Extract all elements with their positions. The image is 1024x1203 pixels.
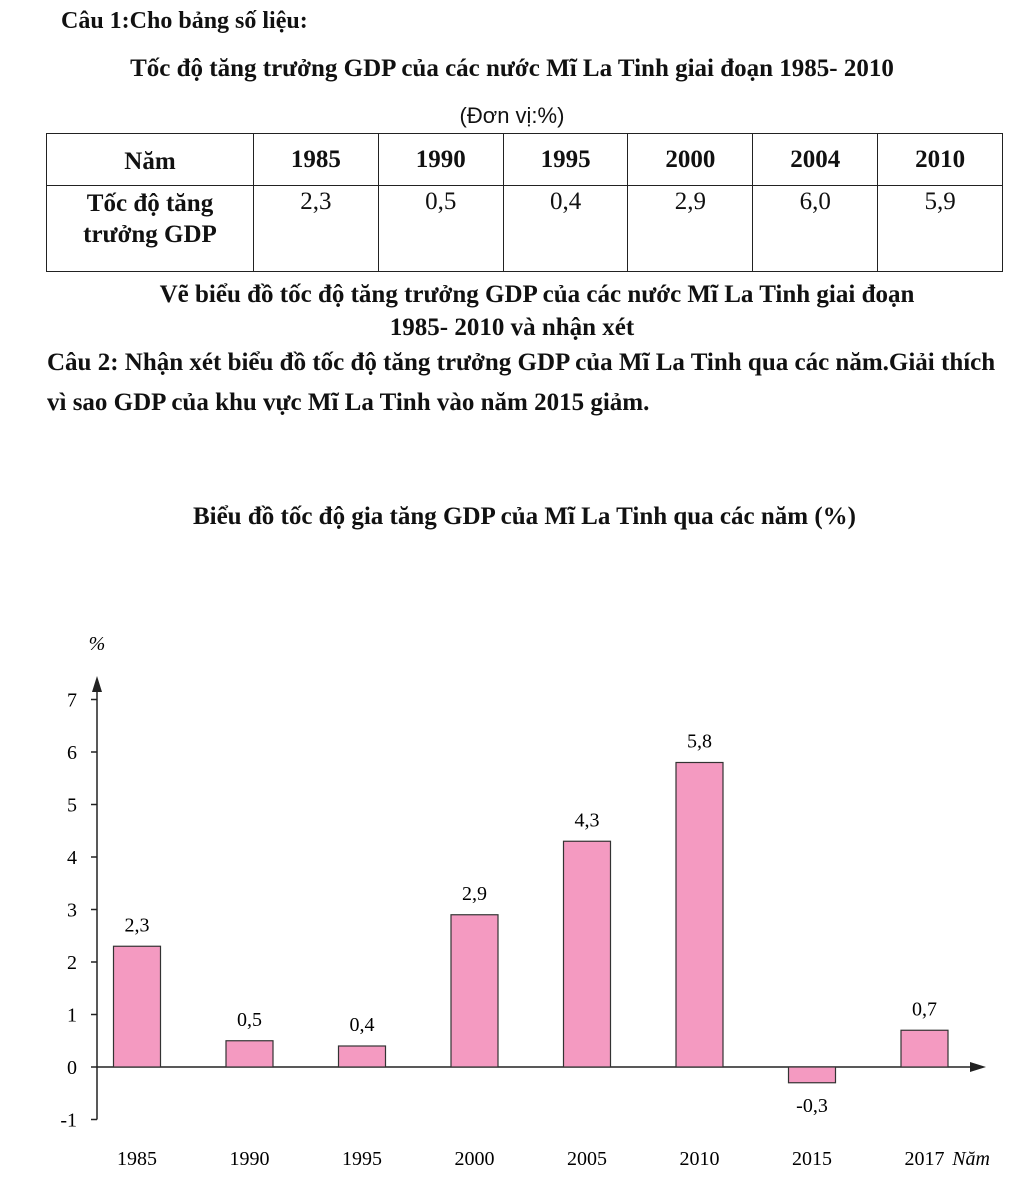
- bar-2005: [562, 840, 612, 1068]
- data-label: -0,3: [796, 1095, 828, 1117]
- table-value-cell: 0,5: [377, 185, 504, 272]
- data-label: 0,5: [237, 1009, 262, 1031]
- table-value-row: Tốc độ tăng trưởng GDP 2,3 0,5 0,4 2,9 6…: [46, 185, 1003, 272]
- table-value-cell: 2,9: [627, 185, 754, 272]
- table-value-cell: 0,4: [502, 185, 629, 272]
- row-label-line-2: trưởng GDP: [83, 221, 217, 248]
- x-tick-label: 1990: [230, 1148, 270, 1170]
- x-axis-arrow: [970, 1062, 986, 1072]
- y-tick-label: 4: [67, 847, 77, 869]
- x-axis-label: Năm: [951, 1148, 990, 1170]
- y-tick-label: 6: [67, 742, 77, 764]
- bar-1995: [337, 1045, 387, 1068]
- bar-1990: [225, 1040, 274, 1068]
- data-label: 0,7: [912, 998, 937, 1020]
- bar-2000: [450, 914, 499, 1068]
- x-tick-label: 2015: [792, 1148, 832, 1170]
- bar-2017: [900, 1029, 949, 1068]
- table-title: Tốc độ tăng trưởng GDP của các nước Mĩ L…: [130, 55, 894, 82]
- y-tick-label: -1: [60, 1110, 77, 1132]
- y-tick-label: 5: [67, 795, 77, 817]
- table-year-cell: 1990: [377, 133, 504, 186]
- unit-label: (Đơn vị:%): [459, 103, 565, 128]
- table-header-label: Năm: [46, 133, 254, 186]
- table-value-cell: 6,0: [752, 185, 879, 272]
- table-year-cell: 2000: [627, 133, 754, 186]
- x-tick-label: 2010: [680, 1148, 720, 1170]
- chart-title: Biểu đồ tốc độ gia tăng GDP của Mĩ La Ti…: [192, 503, 857, 530]
- y-axis-label: %: [89, 633, 106, 655]
- table-year-cell: 1995: [502, 133, 629, 186]
- question-1-heading: Câu 1:Cho bảng số liệu:: [61, 8, 308, 34]
- gdp-data-table: Năm 1985 1990 1995 2000 2004 2010 Tốc độ…: [46, 133, 1003, 272]
- x-tick-label: 2000: [455, 1148, 495, 1170]
- y-axis-arrow: [92, 676, 102, 692]
- data-label: 0,4: [350, 1014, 375, 1036]
- y-tick-label: 7: [67, 690, 77, 712]
- table-header-row: Năm 1985 1990 1995 2000 2004 2010: [46, 133, 1003, 186]
- x-tick-label: 1985: [117, 1148, 157, 1170]
- y-tick-label: 0: [67, 1057, 77, 1079]
- question-1-instruction: Vẽ biểu đồ tốc độ tăng trưởng GDP của cá…: [0, 278, 1024, 344]
- data-label: 2,9: [462, 883, 487, 905]
- y-tick-label: 2: [67, 952, 77, 974]
- table-value-cell: 2,3: [253, 185, 379, 272]
- x-tick-label: 2005: [567, 1148, 607, 1170]
- bar-2010: [675, 761, 724, 1068]
- gdp-bar-chart: % -1 0 1 2 3 4 5 6 7 2,3 1985 0,5 1990 0,4 1995 2,9 2000 4…: [60, 633, 990, 1170]
- bar-1985: [112, 945, 162, 1068]
- table-year-cell: 1985: [253, 133, 379, 186]
- x-tick-label: 1995: [342, 1148, 382, 1170]
- bar-2015: [787, 1066, 837, 1084]
- row-label-line-1: Tốc độ tăng: [86, 190, 214, 217]
- x-tick-label: 2017: [905, 1148, 945, 1170]
- data-label: 2,3: [125, 914, 150, 936]
- question-2-text: Câu 2: Nhận xét biểu đồ tốc độ tăng trưở…: [47, 349, 996, 416]
- y-tick-label: 1: [67, 1005, 77, 1027]
- table-value-cell: 5,9: [877, 185, 1003, 272]
- instruction-line-2: 1985- 2010 và nhận xét: [389, 314, 635, 341]
- data-label: 4,3: [575, 809, 600, 831]
- data-label: 5,8: [687, 731, 712, 753]
- instruction-line-1: Vẽ biểu đồ tốc độ tăng trưởng GDP của cá…: [159, 281, 915, 308]
- table-year-cell: 2004: [752, 133, 879, 186]
- table-year-cell: 2010: [877, 133, 1003, 186]
- y-tick-label: 3: [67, 900, 77, 922]
- table-row-label: Tốc độ tăng trưởng GDP: [46, 185, 254, 272]
